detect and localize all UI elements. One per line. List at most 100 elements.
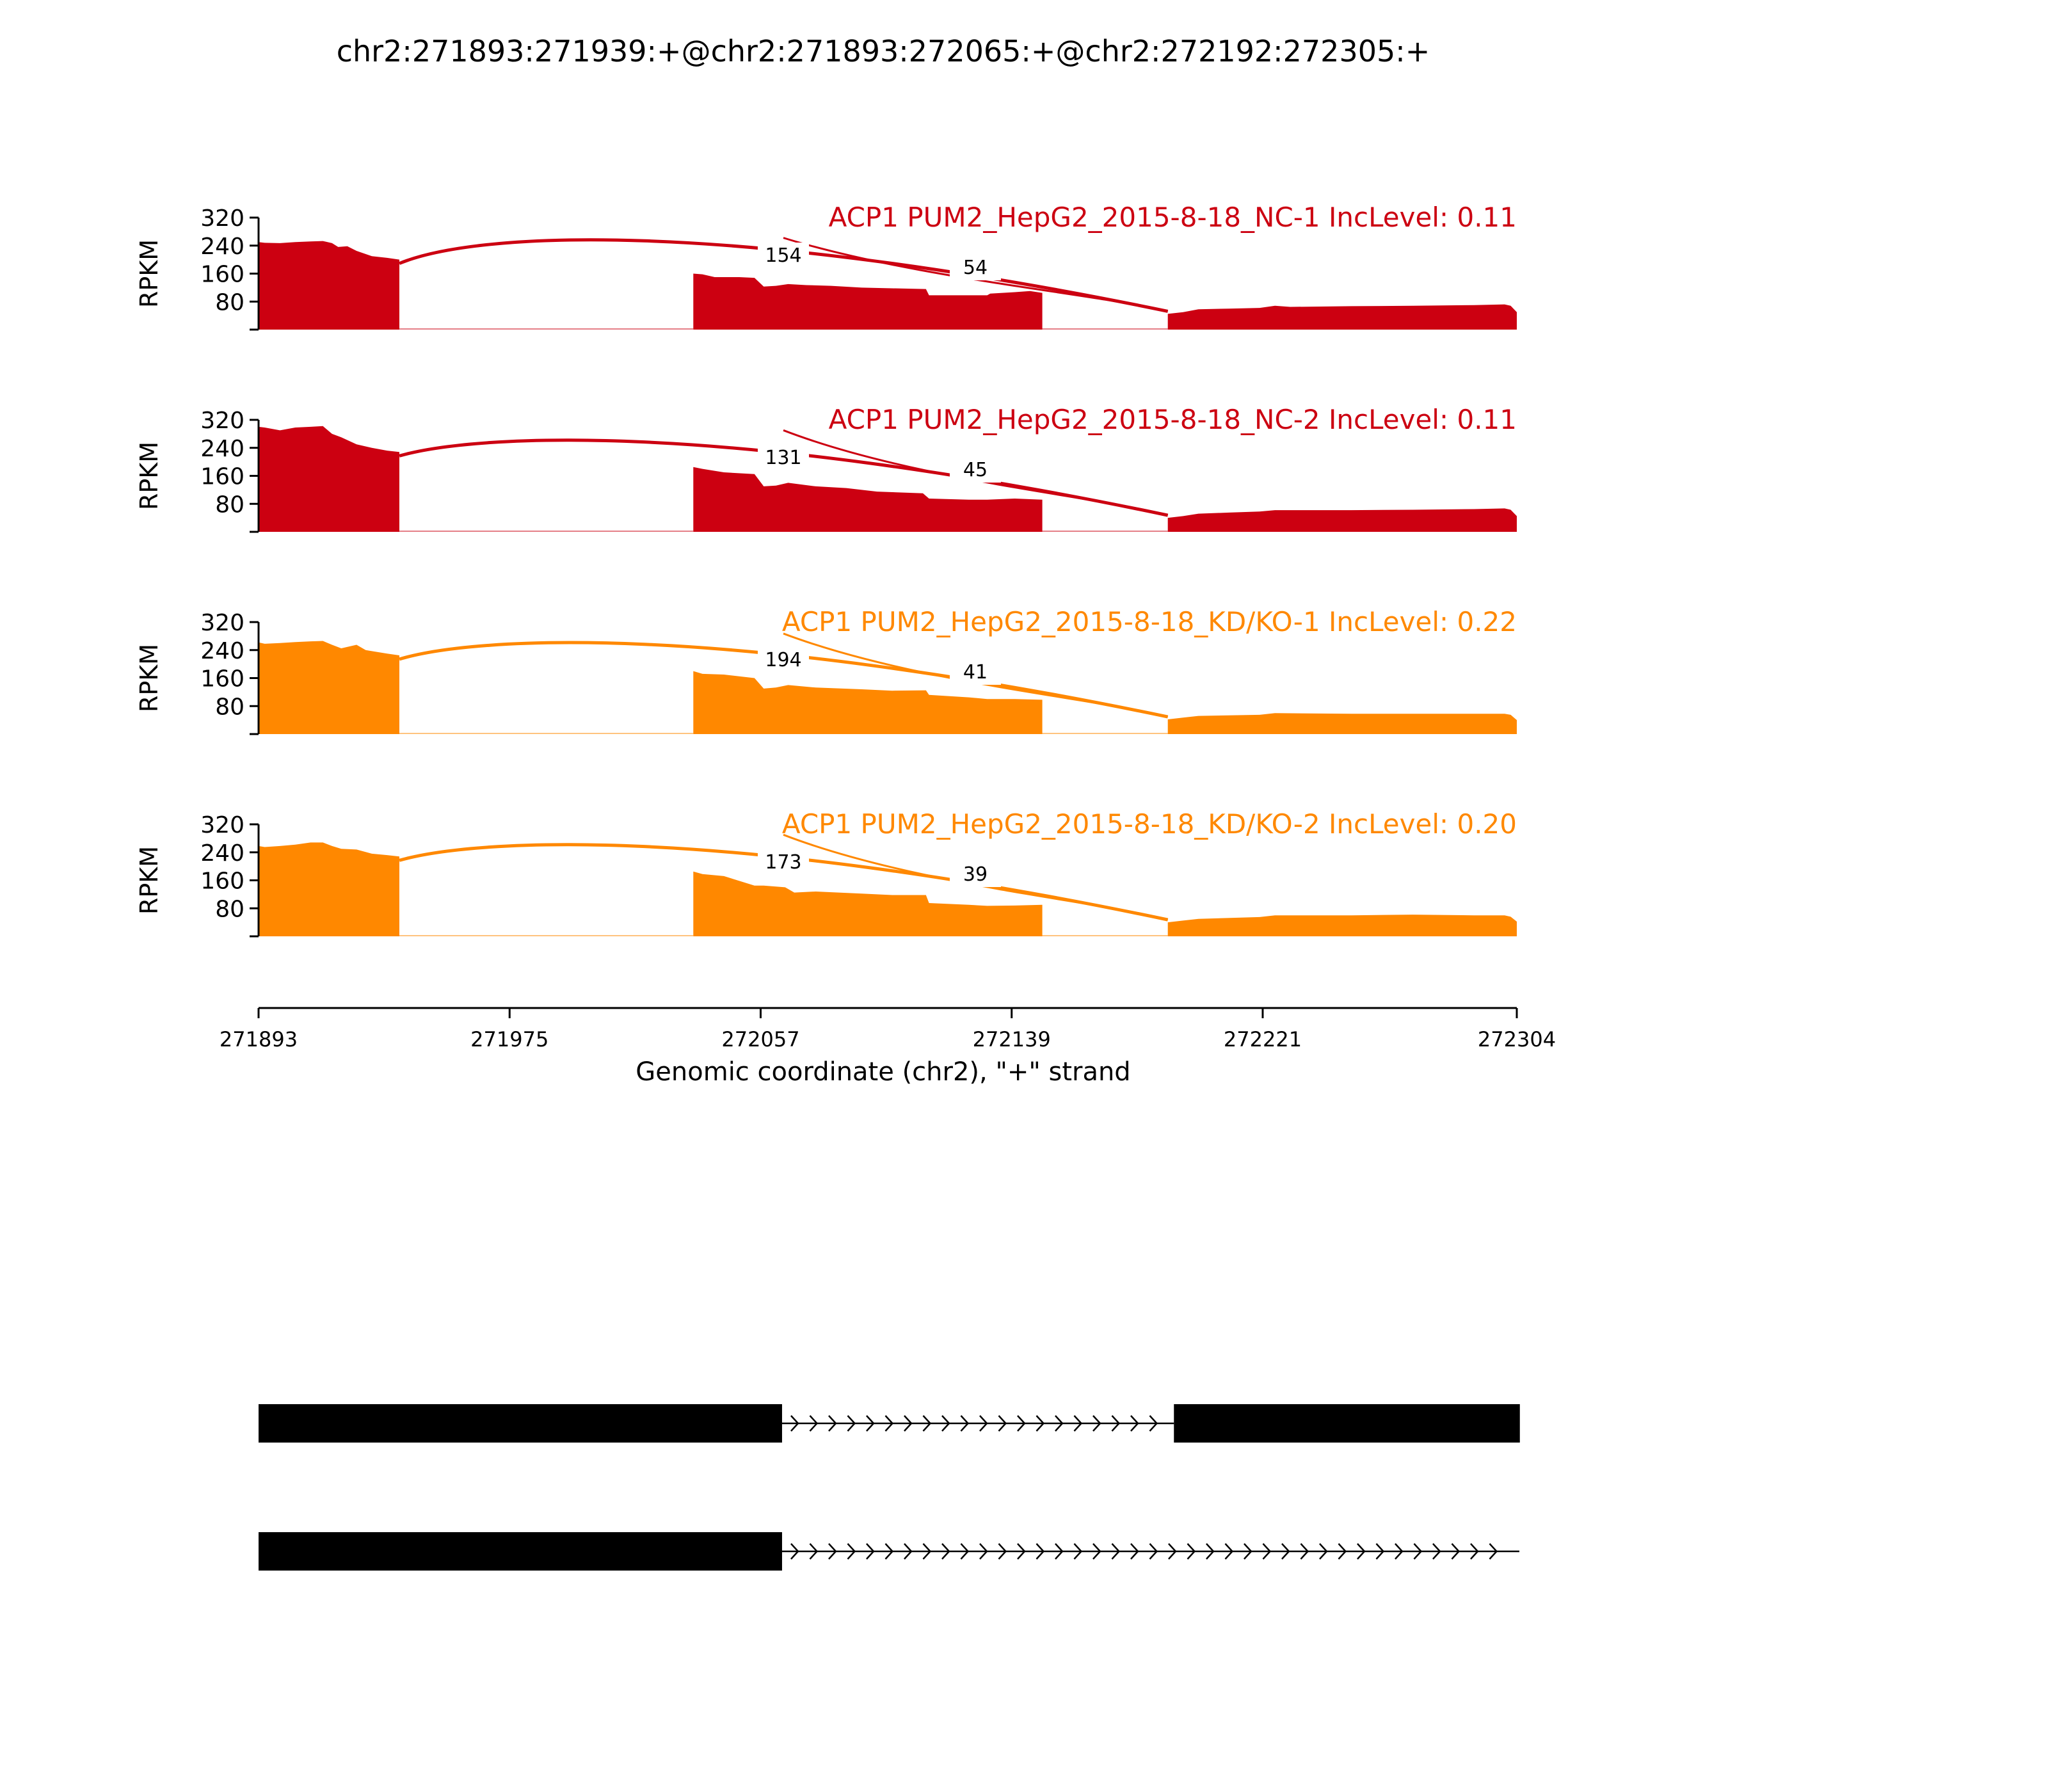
junction-label: 154 [765, 244, 801, 267]
y-tick-label: 240 [200, 436, 244, 462]
y-tick-label: 80 [215, 492, 244, 518]
coverage-area [693, 871, 1043, 936]
strand-arrow [1055, 1415, 1064, 1432]
junction-label-bg [758, 849, 809, 875]
strand-arrow [828, 1543, 837, 1560]
y-tick-label: 320 [200, 610, 244, 636]
y-tick-label: 320 [200, 408, 244, 434]
isoform-structures [259, 1404, 1520, 1571]
strand-arrow [960, 1543, 970, 1560]
y-tick-label: 160 [200, 262, 244, 288]
junction-label: 39 [963, 863, 988, 886]
strand-arrow [847, 1543, 856, 1560]
strand-arrow [1036, 1543, 1045, 1560]
y-tick-label: 240 [200, 840, 244, 867]
exon-block [1174, 1404, 1520, 1443]
junction-label-bg [758, 445, 809, 470]
strand-arrow [922, 1415, 932, 1432]
strand-arrow [790, 1415, 799, 1432]
junction-label-bg [950, 255, 1001, 280]
isoform [259, 1532, 1519, 1571]
strand-arrow [884, 1415, 894, 1432]
y-tick-label: 160 [200, 464, 244, 490]
junction-arc [783, 237, 1169, 312]
strand-arrow [1395, 1543, 1404, 1560]
strand-arrow [1149, 1415, 1158, 1432]
strand-arrow [998, 1543, 1007, 1560]
track-title: ACP1 PUM2_HepG2_2015-8-18_NC-2 IncLevel:… [829, 404, 1517, 435]
strand-arrow [941, 1415, 950, 1432]
junction-label-bg [950, 457, 1001, 483]
x-axis: 271893 271975 272057 272139 272221 272304 [220, 1007, 1556, 1052]
strand-arrow [1130, 1543, 1139, 1560]
strand-arrow [1055, 1543, 1064, 1560]
coverage-area [1167, 508, 1517, 532]
strand-arrow [1375, 1543, 1385, 1560]
strand-arrow [1187, 1543, 1196, 1560]
x-tick-label: 272057 [721, 1027, 799, 1052]
coverage-area [1167, 915, 1517, 936]
strand-arrow [1432, 1543, 1441, 1560]
x-tick-label: 271893 [220, 1027, 298, 1052]
strand-arrow [1338, 1543, 1347, 1560]
strand-arrow [1262, 1543, 1272, 1560]
strand-arrow [922, 1543, 932, 1560]
strand-arrow [1036, 1415, 1045, 1432]
coverage-area [693, 273, 1043, 330]
y-tick-label: 160 [200, 868, 244, 895]
strand-arrow [979, 1543, 988, 1560]
strand-arrow [1017, 1415, 1026, 1432]
strand-arrow [1413, 1543, 1423, 1560]
y-tick-label: 240 [200, 638, 244, 664]
strand-arrow [1244, 1543, 1252, 1560]
strand-arrow [866, 1415, 875, 1432]
coverage-area [259, 426, 399, 532]
junction-label: 194 [765, 649, 801, 671]
y-tick-label: 80 [215, 896, 244, 922]
strand-arrow [998, 1415, 1007, 1432]
strand-arrow [1489, 1543, 1498, 1560]
strand-arrow [809, 1543, 819, 1560]
junction-arc [783, 632, 1169, 718]
junction-label-bg [758, 647, 809, 673]
strand-arrow [790, 1543, 799, 1560]
strand-arrow [1149, 1543, 1158, 1560]
strand-arrow [1281, 1543, 1290, 1560]
junction-label: 54 [963, 257, 988, 279]
x-tick-label: 272304 [1478, 1027, 1556, 1052]
strand-arrow [904, 1415, 913, 1432]
x-axis-label: Genomic coordinate (chr2), "+" strand [636, 1057, 1130, 1087]
strand-arrow [809, 1415, 819, 1432]
junction-label-bg [758, 243, 809, 268]
strand-arrow [828, 1415, 837, 1432]
junction-arc [783, 833, 1169, 921]
strand-arrow [1017, 1543, 1026, 1560]
strand-arrow [1073, 1415, 1083, 1432]
junction-label: 45 [963, 459, 988, 481]
strand-arrow [1168, 1543, 1177, 1560]
y-tick-label: 80 [215, 694, 244, 720]
strand-arrow [960, 1415, 970, 1432]
track-title: ACP1 PUM2_HepG2_2015-8-18_NC-1 IncLevel:… [829, 202, 1517, 233]
junction-label: 41 [963, 661, 988, 684]
strand-arrow [1111, 1415, 1121, 1432]
strand-arrow [1300, 1543, 1309, 1560]
x-tick-label: 272139 [973, 1027, 1051, 1052]
strand-arrow [1451, 1543, 1460, 1560]
strand-arrow [847, 1415, 856, 1432]
coverage-area [1167, 713, 1517, 734]
strand-arrow [1206, 1543, 1215, 1560]
strand-arrow [1319, 1543, 1328, 1560]
strand-arrow [1111, 1543, 1121, 1560]
coverage-area [1167, 304, 1517, 330]
junction-label-bg [950, 659, 1001, 685]
strand-arrow [884, 1543, 894, 1560]
coverage-area [259, 842, 399, 936]
strand-arrow [1092, 1543, 1101, 1560]
y-axis-label: RPKM [135, 644, 163, 712]
